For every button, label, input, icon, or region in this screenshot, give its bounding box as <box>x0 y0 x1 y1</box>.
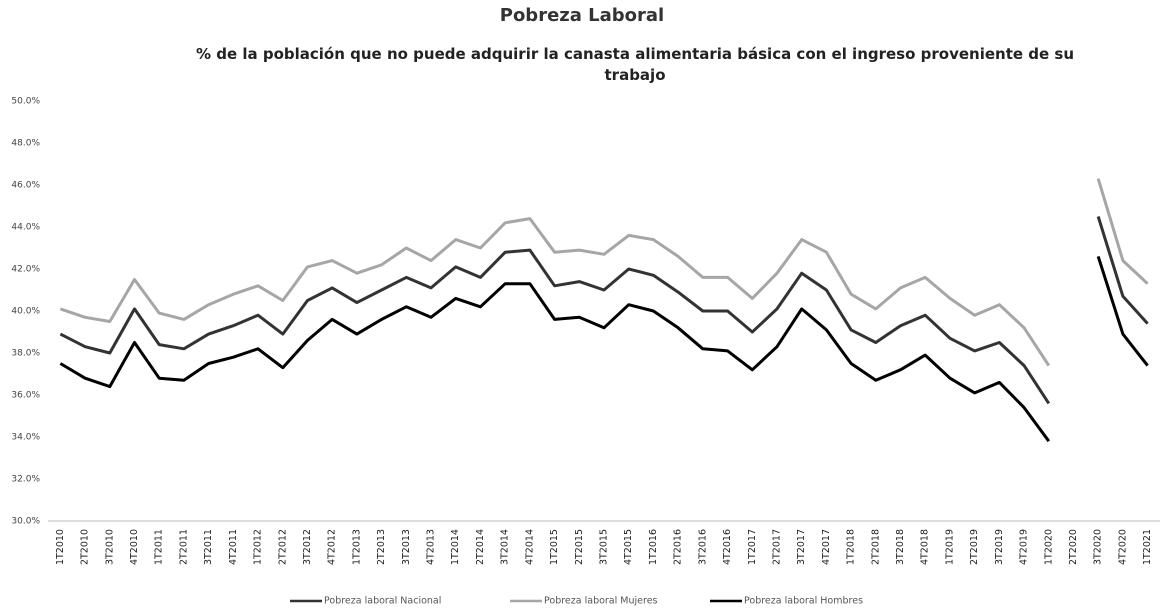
x-tick-label: 2T2011 <box>178 529 189 565</box>
y-tick-label: 30.0% <box>11 517 40 527</box>
x-tick-label: 4T2012 <box>327 529 338 565</box>
x-tick-label: 3T2011 <box>203 529 214 565</box>
x-tick-label: 3T2016 <box>697 529 708 565</box>
y-tick-label: 48.0% <box>11 139 40 149</box>
x-tick-label: 2T2012 <box>277 529 288 565</box>
x-tick-label: 3T2015 <box>599 529 610 565</box>
x-tick-label: 3T2013 <box>401 529 412 565</box>
y-tick-label: 36.0% <box>11 391 40 401</box>
x-tick-label: 3T2017 <box>796 529 807 565</box>
x-tick-label: 1T2013 <box>351 529 362 565</box>
x-tick-label: 2T2014 <box>475 529 486 565</box>
x-tick-label: 4T2018 <box>920 529 931 565</box>
x-tick-label: 2T2017 <box>771 529 782 565</box>
x-tick-label: 4T2020 <box>1117 529 1128 565</box>
x-tick-label: 2T2020 <box>1068 529 1079 565</box>
x-tick-label: 4T2013 <box>426 529 437 565</box>
x-tick-label: 4T2010 <box>129 529 140 565</box>
x-tick-label: 1T2012 <box>253 529 264 565</box>
x-tick-label: 4T2016 <box>722 529 733 565</box>
x-tick-label: 3T2010 <box>104 529 115 565</box>
series-line <box>59 216 1149 405</box>
x-tick-label: 2T2013 <box>376 529 387 565</box>
x-tick-label: 4T2014 <box>524 529 535 565</box>
x-tick-label: 2T2018 <box>870 529 881 565</box>
x-tick-label: 1T2015 <box>549 529 560 565</box>
x-tick-label: 4T2017 <box>821 529 832 565</box>
x-tick-label: 3T2018 <box>895 529 906 565</box>
x-tick-label: 1T2019 <box>944 529 955 565</box>
chart-subtitle: % de la población que no puede adquirir … <box>195 45 1075 84</box>
x-tick-label: 2T2019 <box>969 529 980 565</box>
y-tick-label: 46.0% <box>11 181 40 191</box>
chart-title: Pobreza Laboral <box>499 5 665 26</box>
y-tick-label: 32.0% <box>11 475 40 485</box>
y-tick-label: 34.0% <box>11 433 40 443</box>
x-tick-label: 2T2010 <box>80 529 91 565</box>
x-tick-label: 3T2012 <box>302 529 313 565</box>
x-tick-label: 4T2019 <box>1019 529 1030 565</box>
x-tick-label: 1T2021 <box>1142 529 1153 565</box>
x-tick-label: 1T2018 <box>846 529 857 565</box>
x-tick-label: 4T2015 <box>623 529 634 565</box>
series-line <box>59 178 1149 367</box>
legend-label: Pobreza laboral Hombres <box>744 596 863 607</box>
legend-label: Pobreza laboral Mujeres <box>544 596 658 607</box>
y-tick-label: 50.0% <box>11 97 40 107</box>
series-line <box>59 255 1149 443</box>
x-tick-label: 3T2020 <box>1093 529 1104 565</box>
x-tick-label: 3T2014 <box>500 529 511 565</box>
y-tick-label: 38.0% <box>11 349 40 359</box>
x-tick-label: 3T2019 <box>994 529 1005 565</box>
x-tick-label: 1T2014 <box>450 529 461 565</box>
legend-label: Pobreza laboral Nacional <box>324 596 441 607</box>
x-tick-label: 1T2017 <box>747 529 758 565</box>
y-tick-label: 40.0% <box>11 307 40 317</box>
x-tick-label: 2T2016 <box>673 529 684 565</box>
x-tick-label: 1T2010 <box>55 529 66 565</box>
x-tick-label: 1T2020 <box>1043 529 1054 565</box>
x-tick-label: 1T2016 <box>648 529 659 565</box>
x-tick-label: 2T2015 <box>574 529 585 565</box>
x-tick-label: 1T2011 <box>154 529 165 565</box>
y-tick-label: 44.0% <box>11 223 40 233</box>
x-tick-label: 4T2011 <box>228 529 239 565</box>
y-tick-label: 42.0% <box>11 265 40 275</box>
